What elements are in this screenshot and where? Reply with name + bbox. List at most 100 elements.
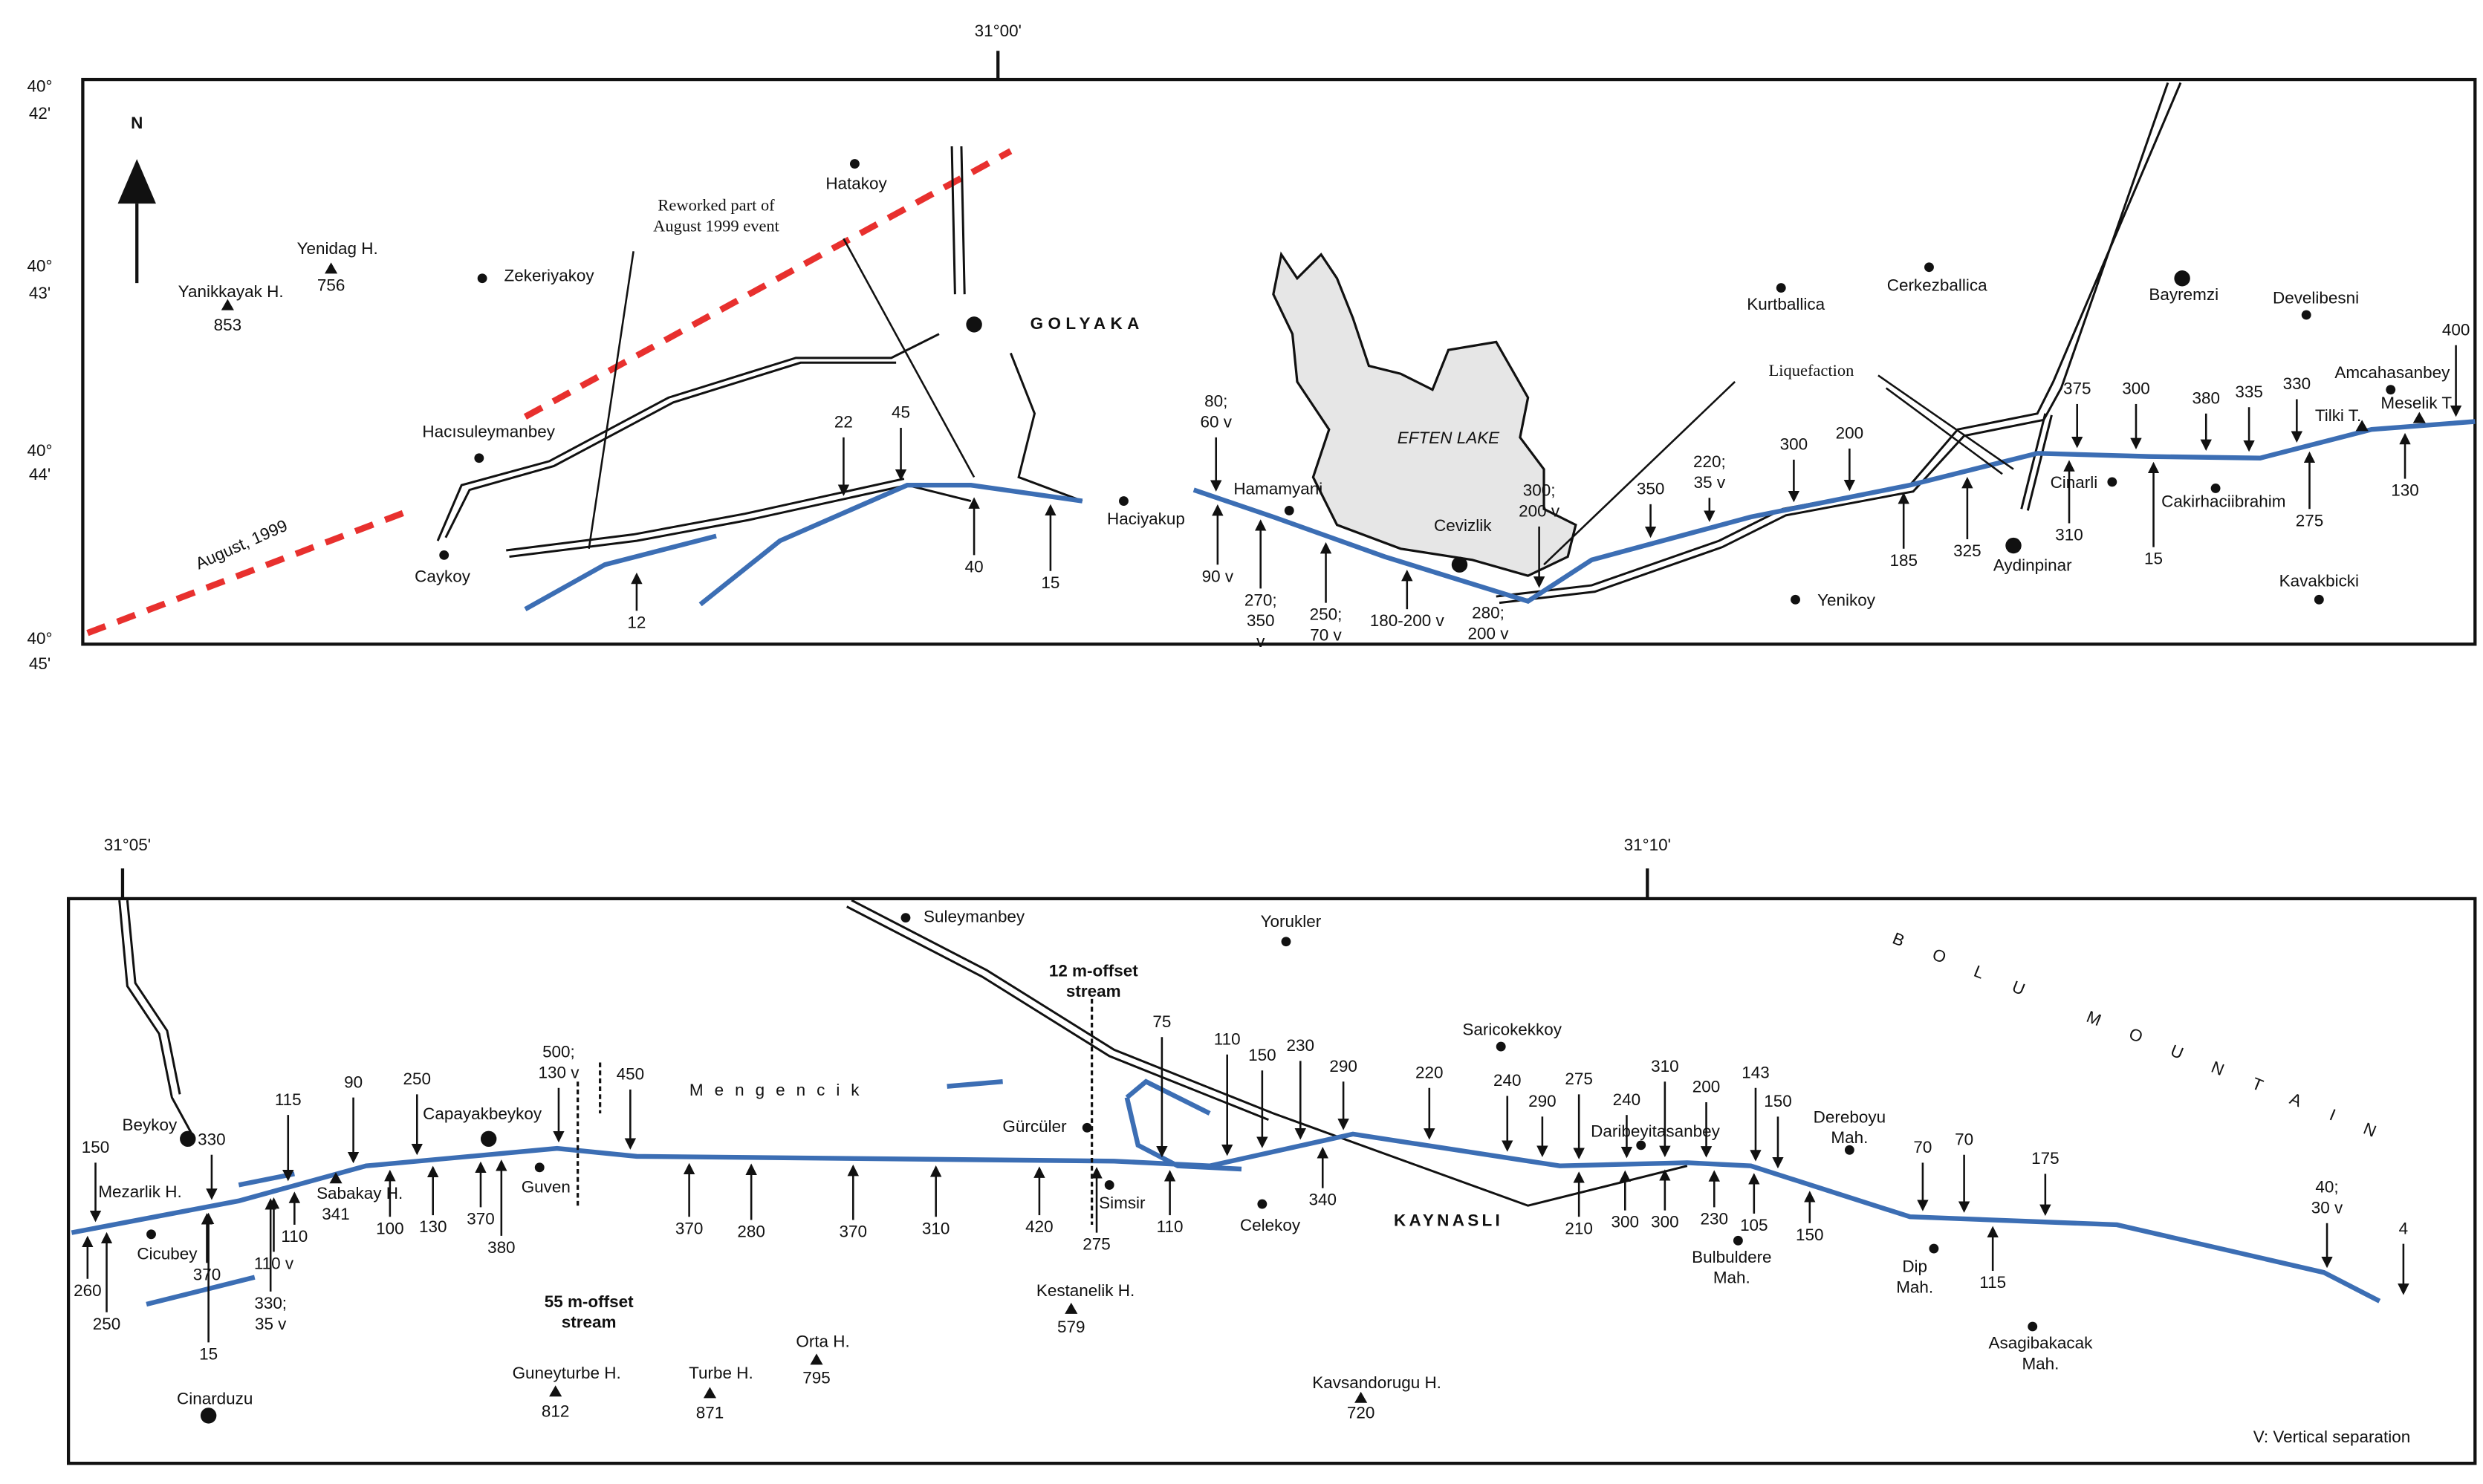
offset-label: 350 xyxy=(1637,480,1665,498)
place-marker xyxy=(2174,270,2190,287)
hill-marker xyxy=(1065,1302,1078,1314)
offset-label: 310 xyxy=(2055,526,2083,544)
offset-label: 35 v xyxy=(255,1315,287,1333)
place-label: Dip xyxy=(1902,1257,1927,1276)
offset-label: 15 xyxy=(199,1344,218,1363)
legend-note: V: Vertical separation xyxy=(2253,1428,2411,1446)
place-marker xyxy=(477,273,487,284)
offset-label: 240 xyxy=(1613,1090,1641,1109)
offset-label: 300 xyxy=(1611,1213,1640,1231)
offset-label: 60 v xyxy=(1200,413,1232,432)
hill-label: Yanikkayak H. xyxy=(178,282,284,301)
offset-label: 250 xyxy=(403,1070,432,1088)
offset-label: 290 xyxy=(1528,1092,1557,1110)
note: Liquefaction xyxy=(1769,361,1854,380)
offset-label: 35 v xyxy=(1694,473,1726,492)
offset-label: 340 xyxy=(1309,1191,1337,1209)
place-label: Mah. xyxy=(1896,1278,1933,1297)
place-marker xyxy=(146,1229,156,1240)
lake-label: EFTEN LAKE xyxy=(1398,429,1500,447)
offset-stream xyxy=(577,998,1094,1225)
place-label: Develibesni xyxy=(2273,289,2359,307)
offset-label: 105 xyxy=(1740,1216,1768,1234)
offset-label: 275 xyxy=(2296,511,2324,530)
latitude-label: 40° xyxy=(27,629,53,648)
north-arrow xyxy=(117,159,156,204)
offset-label: 300 xyxy=(2122,380,2150,398)
offset-label: 100 xyxy=(376,1219,404,1237)
offset-label: 250; xyxy=(1310,605,1343,624)
place-marker xyxy=(900,913,911,923)
note: Reworked part of xyxy=(658,196,775,215)
rupture-1999 xyxy=(86,148,1013,637)
offset-label: 150 xyxy=(1248,1046,1276,1064)
offset-label: 400 xyxy=(2442,320,2470,339)
hill-elevation: 812 xyxy=(542,1402,570,1421)
place-marker xyxy=(1451,556,1468,573)
place-label: Mah. xyxy=(2022,1354,2059,1373)
offset-label: 500; xyxy=(542,1043,575,1061)
offset-label: 40; xyxy=(2315,1178,2338,1197)
latitude-label: 44' xyxy=(29,465,51,484)
hill-label: Orta H. xyxy=(796,1332,849,1350)
place-label: Haciyakup xyxy=(1107,510,1185,528)
offset-label: 270; xyxy=(1244,590,1277,609)
latitude-label: 40° xyxy=(27,77,53,96)
hill-label: Turbe H. xyxy=(689,1364,753,1382)
offset-label: 335 xyxy=(2235,383,2263,401)
place-label: Caykoy xyxy=(415,567,471,585)
offset-label: 220 xyxy=(1415,1063,1444,1081)
offset-label: 185 xyxy=(1889,551,1918,570)
place-label: Cevizlik xyxy=(1434,516,1492,535)
offset-label: 240 xyxy=(1493,1071,1522,1090)
note: 55 m-offset xyxy=(545,1292,634,1311)
offset-label: 330 xyxy=(2283,374,2311,393)
place-label: Meselik T. xyxy=(2380,394,2455,412)
longitude-label: 31°10' xyxy=(1624,836,1671,854)
offset-label: 300 xyxy=(1780,435,1808,454)
offset-label: 15 xyxy=(2144,550,2163,568)
frame xyxy=(66,896,2477,1465)
hill-elevation: 795 xyxy=(802,1369,831,1387)
offset-label: 200 v xyxy=(1468,624,1510,642)
place-label: Asagibakacak xyxy=(1988,1333,2093,1352)
offset-label: 130 v xyxy=(538,1063,580,1081)
place-marker xyxy=(2005,537,2022,554)
place-marker xyxy=(966,316,982,333)
place-marker xyxy=(1082,1122,1092,1133)
hill-label: Kestanelik H. xyxy=(1036,1281,1135,1300)
offset-label: 290 xyxy=(1329,1057,1357,1075)
place-label: Hacısuleymanbey xyxy=(422,422,555,440)
stream-label: Mengencik xyxy=(689,1081,871,1099)
place-label: Cicubey xyxy=(137,1245,198,1263)
offset-label: 200 v xyxy=(1519,501,1560,520)
place-marker xyxy=(1791,594,1800,605)
latitude-label: 40° xyxy=(27,441,53,460)
place-marker xyxy=(2028,1321,2038,1332)
fault-trace xyxy=(71,1078,2381,1307)
place-label: Amcahasanbey xyxy=(2334,363,2450,382)
place-label: Yenikoy xyxy=(1817,590,1876,609)
place-marker xyxy=(1496,1041,1506,1052)
offset-label: 275 xyxy=(1083,1235,1111,1254)
offset-label: v xyxy=(1256,632,1265,651)
offset-label: 370 xyxy=(467,1209,495,1228)
offset-label: 310 xyxy=(922,1219,950,1237)
offset-label: 250 xyxy=(93,1315,121,1333)
place-marker xyxy=(2301,310,2311,320)
place-label: Suleymanbey xyxy=(924,908,1025,926)
offset-label: 150 xyxy=(1764,1092,1792,1110)
fault-trace xyxy=(524,419,2476,611)
longitude-label: 31°05' xyxy=(104,836,151,854)
top-panel xyxy=(81,51,2477,646)
offset-label: 180-200 v xyxy=(1370,611,1445,630)
offset-label: 75 xyxy=(1152,1012,1171,1031)
offset-label: 70 xyxy=(1955,1130,1973,1148)
offset-label: 80; xyxy=(1204,392,1227,411)
offset-label: 280; xyxy=(1472,604,1505,622)
offset-label: 300 xyxy=(1651,1213,1679,1231)
latitude-label: 43' xyxy=(29,284,51,302)
place-marker xyxy=(1104,1179,1114,1190)
offset-label: 12 xyxy=(627,613,646,631)
place-marker xyxy=(474,453,484,463)
